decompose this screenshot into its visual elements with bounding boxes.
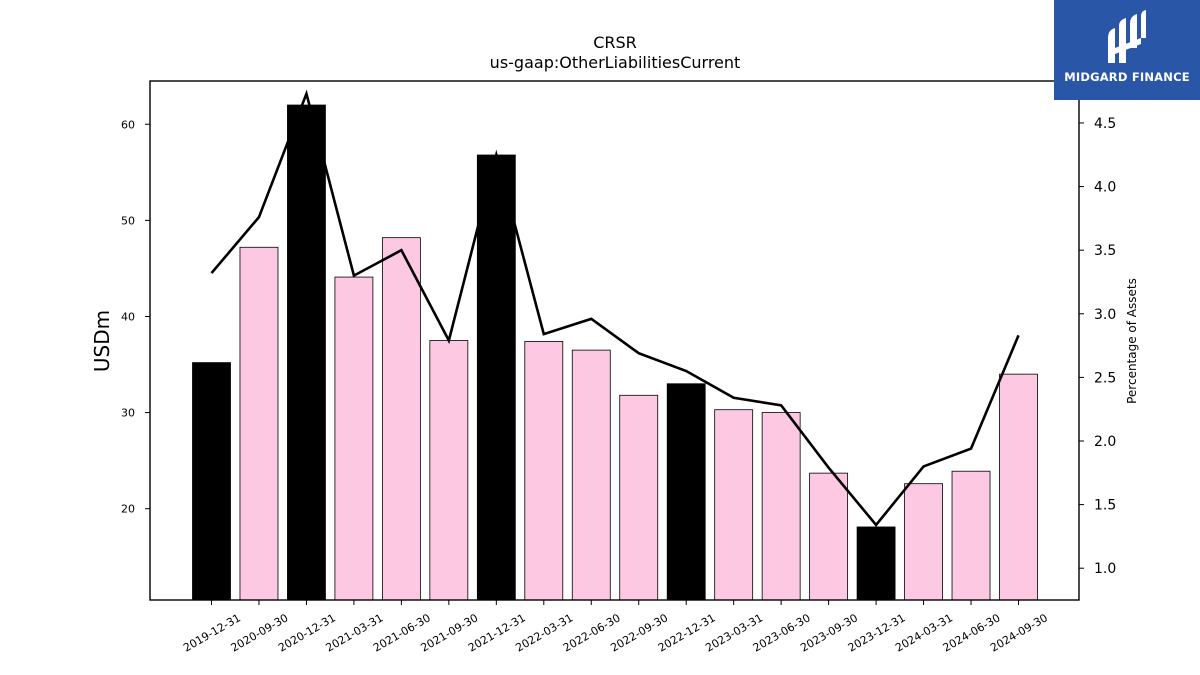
- bar-2023-06-30: [761, 412, 801, 601]
- logo-text: MIDGARD FINANCE: [1064, 70, 1190, 84]
- bar-2020-12-31: [287, 104, 326, 601]
- midgard-logo-icon: [1108, 10, 1146, 63]
- y2-tick-label: 4.5: [1094, 116, 1116, 132]
- bar-2024-09-30: [999, 373, 1038, 601]
- y-tick-label: 20: [121, 503, 135, 516]
- y2-tick-label: 1.0: [1094, 561, 1116, 577]
- y2-axis-label: Percentage of Assets: [1125, 278, 1139, 404]
- left-axis-ticks: 20 30 40 50 60: [121, 118, 150, 516]
- y2-tick-label: 1.5: [1094, 498, 1116, 514]
- line-group: [210, 89, 1020, 527]
- bar-2023-09-30: [809, 472, 849, 601]
- y-tick-label: 40: [121, 310, 135, 323]
- y-tick-label: 50: [121, 214, 135, 227]
- bar-2022-03-31: [524, 341, 564, 601]
- plot-frame: [149, 80, 1080, 601]
- bar-2020-09-30: [239, 246, 279, 601]
- y2-tick-label: 4.0: [1094, 180, 1116, 196]
- bar-2019-12-31: [192, 362, 231, 601]
- bar-2021-03-31: [334, 276, 374, 601]
- x-axis-ticks: 2019-12-312020-09-302020-12-312021-03-31…: [181, 600, 1050, 655]
- chart-title: CRSR: [593, 33, 637, 52]
- percentage-line: [210, 89, 1020, 527]
- y-axis-label: USDm: [90, 310, 114, 372]
- midgard-finance-logo: MIDGARD FINANCE: [1054, 0, 1200, 100]
- bar-2022-09-30: [619, 394, 659, 601]
- y-tick-label: 30: [121, 407, 135, 420]
- bar-2021-09-30: [429, 340, 469, 601]
- bar-2024-06-30: [951, 470, 991, 601]
- y2-tick-label: 3.5: [1094, 243, 1116, 259]
- y-tick-label: 60: [121, 118, 135, 131]
- y2-tick-label: 3.0: [1094, 307, 1116, 323]
- bar-2022-12-31: [666, 383, 706, 601]
- bar-2021-12-31: [476, 154, 516, 601]
- bar-2021-06-30: [381, 237, 421, 601]
- bar-2024-03-31: [904, 483, 943, 601]
- chart-subtitle: us-gaap:OtherLiabilitiesCurrent: [490, 53, 741, 72]
- bar-2022-06-30: [571, 349, 611, 601]
- right-axis-ticks: 1.0 1.5 2.0 2.5 3.0 3.5 4.0 4.5: [1079, 116, 1116, 577]
- y2-tick-label: 2.5: [1094, 370, 1116, 386]
- y2-tick-label: 2.0: [1094, 434, 1116, 450]
- bar-2023-03-31: [714, 409, 754, 601]
- bar-2023-12-31: [856, 526, 896, 601]
- bar-group: [192, 104, 1038, 601]
